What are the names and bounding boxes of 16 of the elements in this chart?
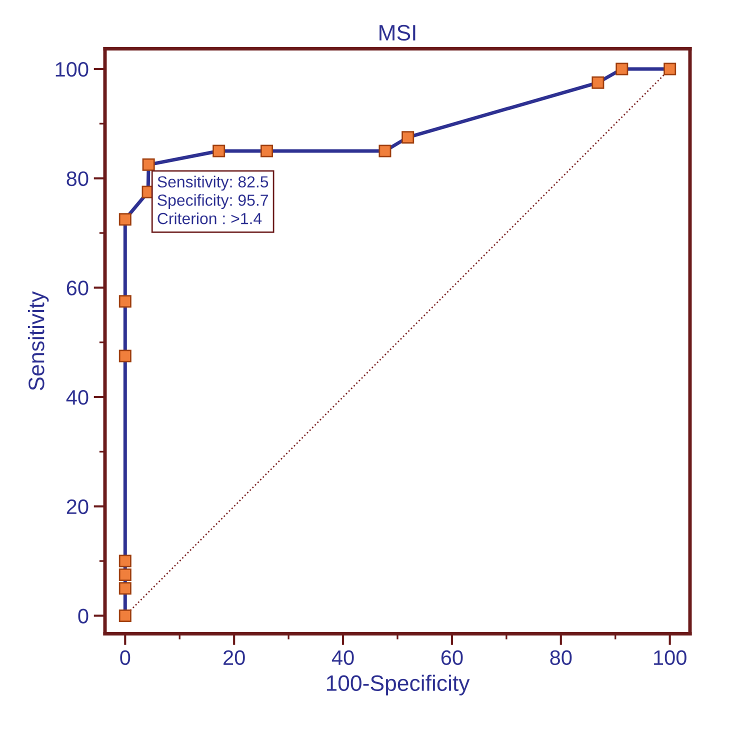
x-tick-label: 60	[441, 650, 463, 666]
x-tick-label: 0	[120, 650, 130, 666]
x-tick-label: 40	[332, 650, 354, 666]
y-tick-label: 100	[56, 62, 88, 77]
x-axis-title: 100-Specificity	[326, 674, 470, 696]
y-tick-label: 60	[66, 280, 88, 296]
x-tick-label: 100	[654, 650, 686, 666]
y-tick-label: 80	[66, 171, 88, 186]
y-tick-label: 20	[66, 499, 88, 514]
x-tick-label: 80	[550, 650, 572, 666]
annotation: Sensitivity: 82.5 Specificity: 95.7 Criterion : >1.4	[158, 176, 268, 224]
y-tick-label: 40	[66, 390, 88, 405]
x-tick-label: 20	[224, 650, 245, 666]
y-axis-title: Sensitivity	[28, 291, 49, 390]
chart-title: MSI	[380, 24, 416, 41]
y-tick-label: 0	[78, 608, 88, 624]
